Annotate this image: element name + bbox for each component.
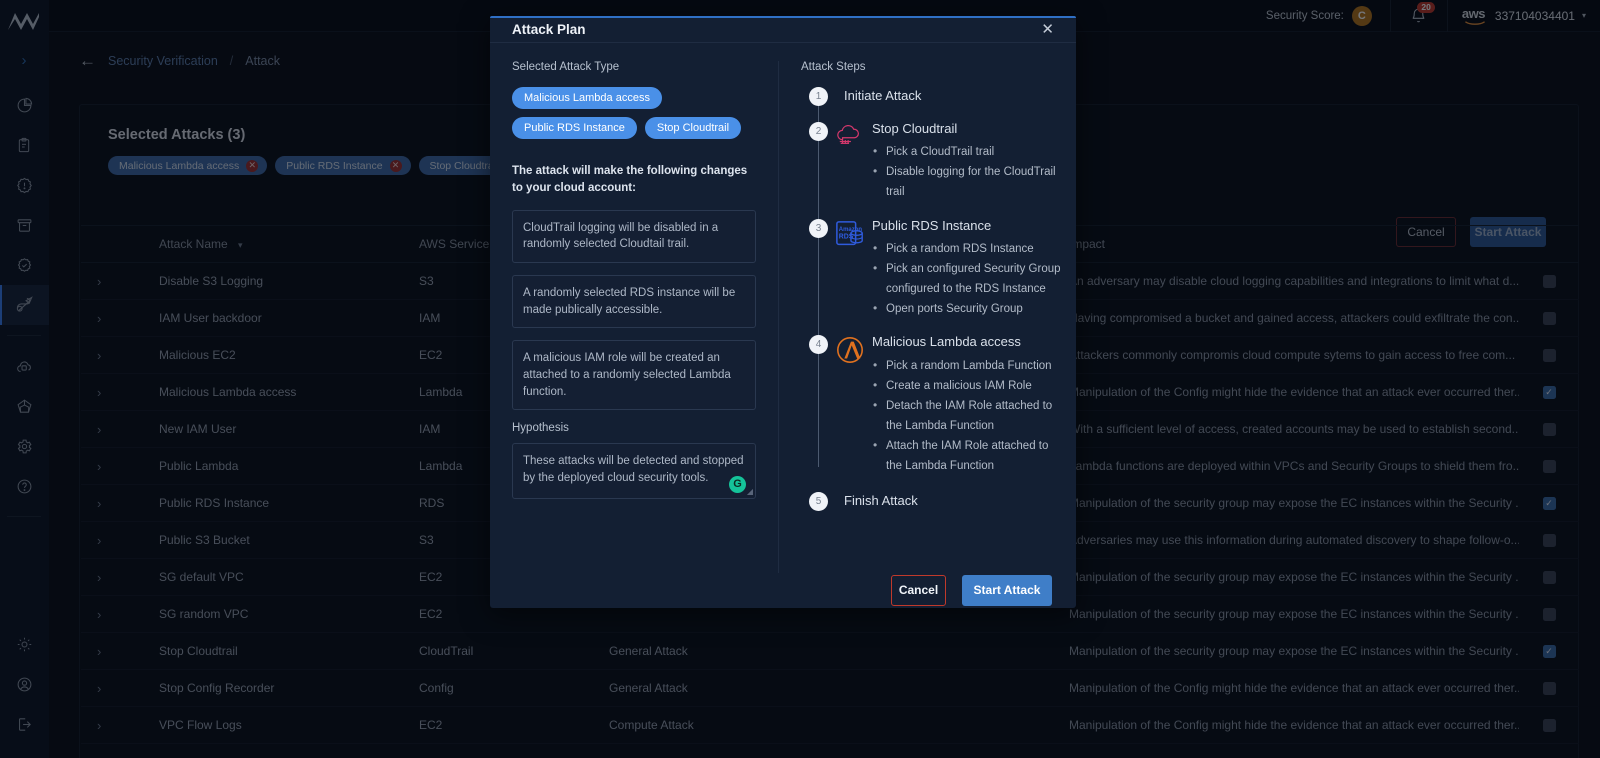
step-substep: Pick a CloudTrail trail bbox=[872, 141, 1062, 162]
step-title: Malicious Lambda access bbox=[872, 334, 1021, 350]
modal-attack-type-chip[interactable]: Malicious Lambda access bbox=[512, 86, 662, 109]
modal-attack-type-chip[interactable]: Stop Cloudtrail bbox=[644, 116, 742, 140]
grammarly-icon[interactable]: G bbox=[729, 476, 746, 494]
step-substep: Pick a random RDS Instance bbox=[872, 238, 1062, 259]
close-icon[interactable]: ✕ bbox=[1041, 21, 1054, 39]
modal-start-attack-button[interactable]: Start Attack bbox=[962, 574, 1052, 606]
attack-change-item: A malicious IAM role will be created an … bbox=[512, 340, 756, 411]
step-substep-list: Pick a random Lambda FunctionCreate a ma… bbox=[872, 355, 1062, 477]
modal-accent-bar bbox=[490, 16, 1076, 18]
step-substep: Disable logging for the CloudTrail trail bbox=[872, 161, 1062, 202]
changes-list: CloudTrail logging will be disabled in a… bbox=[512, 209, 756, 411]
step-body: Finish Attack bbox=[828, 492, 1062, 511]
attack-change-item: CloudTrail logging will be disabled in a… bbox=[512, 209, 756, 263]
step-spacer bbox=[801, 319, 1062, 335]
step-title: Initiate Attack bbox=[844, 87, 922, 103]
step-body: Public RDS Instance Pick a random RDS Ins… bbox=[872, 217, 1062, 320]
changes-label: The attack will make the following chang… bbox=[512, 165, 748, 195]
step-substep: Pick an configured Security Group config… bbox=[872, 258, 1062, 299]
attack-step: 2 Stop Cloudtrail Pick a CloudTrail trailD… bbox=[801, 120, 1062, 203]
attack-change-item: A randomly selected RDS instance will be… bbox=[512, 274, 756, 329]
modal-right-pane: Attack Steps 1 Initiate Attack 2 Stop Cloud… bbox=[779, 61, 1076, 573]
step-substep: Detach the IAM Role attached to the Lamb… bbox=[872, 395, 1062, 436]
step-number: 3 bbox=[809, 218, 828, 238]
hypothesis-textarea[interactable]: These attacks will be detected and stopp… bbox=[512, 443, 756, 500]
step-title: Finish Attack bbox=[844, 493, 918, 509]
step-substep: Create a malicious IAM Role bbox=[872, 375, 1062, 396]
modal-body: Selected Attack Type Malicious Lambda ac… bbox=[490, 43, 1076, 573]
modal-vertical-divider bbox=[778, 60, 779, 573]
step-body: Stop Cloudtrail Pick a CloudTrail trailDi… bbox=[872, 120, 1062, 203]
attack-step: 1 Initiate Attack bbox=[801, 86, 1062, 106]
attack-plan-modal: Attack Plan ✕ Selected Attack Type Malic… bbox=[490, 16, 1076, 608]
resize-handle[interactable]: ◢ bbox=[746, 486, 753, 496]
steps-connector-line bbox=[818, 100, 819, 467]
hypothesis-value: These attacks will be detected and stopp… bbox=[523, 455, 744, 484]
lambda-icon bbox=[828, 335, 872, 476]
step-title: Stop Cloudtrail bbox=[872, 120, 958, 136]
step-substep-list: Pick a CloudTrail trailDisable logging f… bbox=[872, 141, 1062, 202]
step-number: 2 bbox=[809, 121, 828, 141]
modal-left-pane: Selected Attack Type Malicious Lambda ac… bbox=[490, 61, 778, 573]
attack-steps-label: Attack Steps bbox=[801, 60, 866, 73]
step-body: Malicious Lambda access Pick a random Lam… bbox=[872, 335, 1062, 476]
step-spacer bbox=[801, 476, 1062, 492]
step-number: 4 bbox=[809, 335, 828, 355]
lambda-icon bbox=[837, 337, 863, 364]
cloudtrail-icon bbox=[828, 122, 872, 203]
step-substep-list: Pick a random RDS InstancePick an config… bbox=[872, 238, 1062, 320]
modal-attack-type-chips: Malicious Lambda access Public RDS Instan… bbox=[512, 86, 756, 140]
modal-attack-type-chip[interactable]: Public RDS Instance bbox=[512, 116, 637, 140]
step-spacer bbox=[801, 106, 1062, 122]
modal-cancel-button[interactable]: Cancel bbox=[891, 574, 946, 606]
step-substep: Attach the IAM Role attached to the Lamb… bbox=[872, 435, 1062, 476]
step-substep: Open ports Security Group bbox=[872, 298, 1062, 319]
cloudtrail-icon bbox=[837, 124, 859, 144]
svg-text:RDS: RDS bbox=[839, 233, 854, 240]
step-spacer bbox=[801, 203, 1062, 219]
svg-text:Amazon: Amazon bbox=[839, 227, 863, 233]
step-number: 5 bbox=[809, 492, 828, 512]
step-body: Initiate Attack bbox=[828, 87, 1062, 106]
step-substep: Pick a random Lambda Function bbox=[872, 355, 1062, 376]
hypothesis-label: Hypothesis bbox=[512, 422, 569, 435]
modal-header: Attack Plan ✕ bbox=[490, 18, 1076, 43]
modal-footer: Cancel Start Attack bbox=[490, 573, 1076, 608]
attack-steps-list: 1 Initiate Attack 2 Stop Cloudtrail Pick a C… bbox=[801, 86, 1062, 512]
step-number: 1 bbox=[809, 86, 828, 106]
selected-attack-type-label: Selected Attack Type bbox=[512, 60, 620, 73]
attack-step: 5 Finish Attack bbox=[801, 492, 1062, 512]
modal-title: Attack Plan bbox=[512, 22, 586, 38]
step-title: Public RDS Instance bbox=[872, 217, 992, 233]
attack-step: 4 Malicious Lambda access Pick a random La… bbox=[801, 335, 1062, 476]
